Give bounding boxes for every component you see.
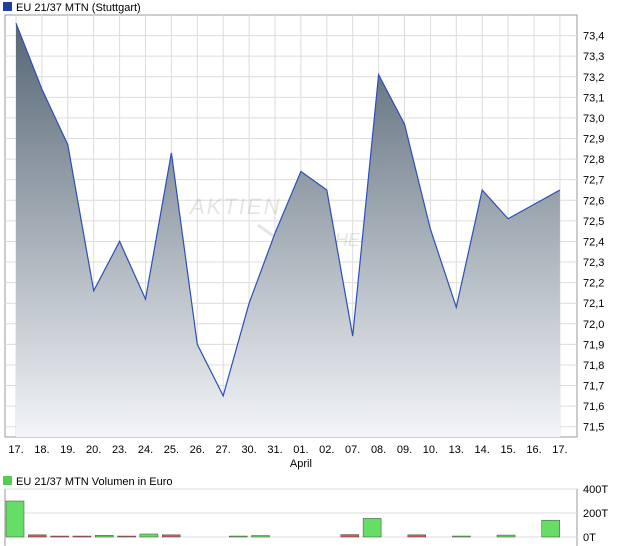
volume-bar bbox=[340, 534, 360, 538]
price-legend-swatch bbox=[3, 2, 12, 11]
x-tick-label: 13. bbox=[449, 444, 464, 456]
price-y-tick-label: 72,6 bbox=[583, 195, 604, 207]
volume-bar bbox=[251, 535, 270, 538]
volume-bar bbox=[161, 534, 181, 538]
volume-bar bbox=[228, 535, 248, 538]
x-tick-label: 02. bbox=[319, 444, 334, 456]
x-tick-label: 08. bbox=[371, 444, 386, 456]
volume-legend-swatch bbox=[3, 476, 12, 485]
price-y-tick-label: 71,5 bbox=[583, 422, 604, 434]
x-tick-label: 31. bbox=[267, 444, 282, 456]
x-tick-label: 17. bbox=[8, 444, 23, 456]
x-tick-label: 19. bbox=[60, 444, 75, 456]
price-y-tick-label: 71,8 bbox=[583, 360, 604, 372]
volume-legend-label: EU 21/37 MTN Volumen in Euro bbox=[16, 476, 173, 488]
price-y-tick-label: 72,0 bbox=[583, 319, 604, 331]
price-y-tick-label: 72,9 bbox=[583, 134, 604, 146]
x-tick-label: 20. bbox=[86, 444, 101, 456]
x-tick-label: 24. bbox=[138, 444, 153, 456]
price-y-tick-label: 73,2 bbox=[583, 72, 604, 84]
x-tick-label: 07. bbox=[345, 444, 360, 456]
volume-bar bbox=[5, 500, 25, 538]
svg-text:AKTIEN: AKTIEN bbox=[188, 194, 281, 219]
price-y-tick-label: 72,5 bbox=[583, 216, 604, 228]
price-y-tick-label: 72,2 bbox=[583, 278, 604, 290]
price-y-tick-label: 72,3 bbox=[583, 257, 604, 269]
price-y-tick-label: 73,0 bbox=[583, 113, 604, 125]
x-tick-label: 01. bbox=[293, 444, 308, 456]
volume-gridlines bbox=[5, 488, 577, 538]
volume-bar bbox=[117, 535, 136, 538]
x-tick-label: 15. bbox=[500, 444, 515, 456]
price-y-tick-label: 72,8 bbox=[583, 154, 604, 166]
x-tick-label: 18. bbox=[34, 444, 49, 456]
volume-y-tick-label: 400T bbox=[583, 484, 608, 496]
price-y-tick-label: 73,3 bbox=[583, 51, 604, 63]
x-tick-label: 26. bbox=[190, 444, 205, 456]
volume-bar bbox=[139, 533, 159, 538]
price-y-axis: 73,4 73,3 73,2 73,1 73,0 72,9 72,8 72,7 72,6 72,5… bbox=[583, 31, 604, 434]
x-tick-label: 09. bbox=[397, 444, 412, 456]
volume-bar bbox=[496, 534, 516, 538]
price-y-tick-label: 73,1 bbox=[583, 92, 604, 104]
volume-bar bbox=[72, 535, 92, 538]
x-tick-label: 14. bbox=[475, 444, 490, 456]
volume-y-tick-label: 0T bbox=[583, 532, 596, 544]
volume-bar bbox=[50, 535, 69, 538]
volume-y-tick-label: 200T bbox=[583, 508, 608, 520]
x-tick-label: 17. bbox=[552, 444, 567, 456]
price-y-tick-label: 72,1 bbox=[583, 298, 604, 310]
volume-bar bbox=[95, 535, 114, 538]
x-axis: 17. 18. 19. 20. 23. 24. 25. 26. 27. 30. 31. 01. 02. 0… bbox=[8, 444, 567, 456]
volume-bar bbox=[28, 534, 47, 538]
price-line bbox=[15, 22, 561, 398]
price-y-tick-label: 71,7 bbox=[583, 381, 604, 393]
volume-bar bbox=[452, 535, 471, 538]
price-y-tick-label: 73,4 bbox=[583, 31, 604, 43]
price-legend-label: EU 21/37 MTN (Stuttgart) bbox=[16, 2, 141, 14]
price-y-tick-label: 71,6 bbox=[583, 401, 604, 413]
price-y-tick-label: 72,7 bbox=[583, 175, 604, 187]
volume-bar bbox=[541, 519, 560, 538]
volume-bar bbox=[362, 518, 382, 538]
x-tick-label: 30. bbox=[241, 444, 256, 456]
price-y-tick-label: 72,4 bbox=[583, 236, 604, 248]
x-tick-label: 10. bbox=[423, 444, 438, 456]
month-label: April bbox=[290, 458, 312, 470]
x-tick-label: 23. bbox=[112, 444, 127, 456]
x-tick-label: 27. bbox=[216, 444, 231, 456]
price-area bbox=[16, 23, 560, 437]
volume-bar bbox=[407, 534, 427, 538]
x-tick-label: 16. bbox=[526, 444, 541, 456]
x-tick-label: 25. bbox=[164, 444, 179, 456]
price-y-tick-label: 71,9 bbox=[583, 339, 604, 351]
volume-y-axis: 400T 200T 0T bbox=[583, 484, 608, 544]
volume-bars bbox=[5, 500, 560, 538]
